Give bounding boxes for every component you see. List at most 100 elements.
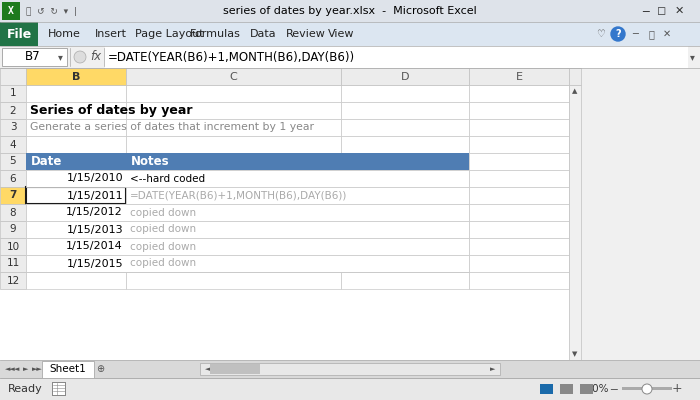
Bar	[26, 204, 126, 221]
Bar	[26, 187, 126, 204]
Bar	[0, 85, 26, 102]
Text: View: View	[328, 29, 354, 39]
Text: ✕: ✕	[663, 29, 671, 39]
Text: +: +	[672, 382, 682, 396]
Text: ◻: ◻	[657, 6, 666, 16]
Text: Date: Date	[31, 155, 62, 168]
Bar	[341, 102, 469, 119]
Bar	[341, 187, 469, 204]
Bar	[0, 360, 700, 378]
Bar	[26, 153, 126, 170]
Bar	[0, 255, 26, 272]
Bar	[469, 170, 569, 187]
Text: ►: ►	[489, 366, 495, 372]
Text: E: E	[515, 72, 522, 82]
Bar	[341, 170, 469, 187]
Text: X: X	[8, 6, 14, 16]
Bar	[126, 68, 341, 85]
Bar	[469, 153, 569, 170]
Text: <--hard coded: <--hard coded	[130, 174, 205, 184]
Bar	[26, 238, 126, 255]
Bar	[26, 221, 126, 238]
Text: Formulas: Formulas	[190, 29, 241, 39]
Text: C: C	[230, 72, 237, 82]
Text: 4: 4	[10, 140, 16, 150]
Bar	[26, 255, 469, 272]
Text: Series of dates by year: Series of dates by year	[30, 104, 193, 117]
Text: Data: Data	[250, 29, 276, 39]
Bar	[0, 68, 26, 85]
Bar	[0, 46, 700, 68]
Text: 11: 11	[6, 258, 20, 268]
Bar	[341, 238, 469, 255]
Text: ▾: ▾	[690, 52, 694, 62]
Bar	[126, 187, 469, 204]
Bar	[126, 102, 341, 119]
Text: 7: 7	[9, 190, 17, 200]
Bar	[53, 383, 65, 395]
Text: 1: 1	[10, 88, 16, 98]
Text: 100%: 100%	[580, 384, 610, 394]
Text: 3: 3	[10, 122, 16, 132]
Bar	[0, 170, 26, 187]
Bar	[0, 22, 38, 46]
Bar	[126, 204, 341, 221]
Bar	[469, 119, 569, 136]
Bar	[126, 119, 341, 136]
Text: ♡: ♡	[596, 29, 604, 39]
Bar	[52, 382, 66, 396]
Text: series of dates by year.xlsx  -  Microsoft Excel: series of dates by year.xlsx - Microsoft…	[223, 6, 477, 16]
Text: Notes: Notes	[131, 155, 169, 168]
Text: =DATE(YEAR(B6)+1,MONTH(B6),DAY(B6)): =DATE(YEAR(B6)+1,MONTH(B6),DAY(B6))	[108, 50, 355, 64]
Text: 2: 2	[10, 106, 16, 116]
Bar	[126, 85, 341, 102]
Text: D: D	[400, 72, 410, 82]
Bar	[126, 238, 341, 255]
Text: ─: ─	[642, 6, 648, 16]
Text: ◄: ◄	[14, 366, 20, 372]
Text: Review: Review	[286, 29, 326, 39]
Bar	[26, 119, 126, 136]
Bar	[126, 153, 341, 170]
Circle shape	[74, 51, 86, 63]
Bar	[0, 22, 700, 46]
Text: =DATE(YEAR(B6)+1,MONTH(B6),DAY(B6)): =DATE(YEAR(B6)+1,MONTH(B6),DAY(B6))	[130, 190, 347, 200]
Bar	[560, 384, 573, 394]
Text: fx: fx	[90, 50, 101, 64]
Text: ►: ►	[23, 366, 29, 372]
Text: Generate a series of dates that increment by 1 year: Generate a series of dates that incremen…	[30, 122, 314, 132]
Bar	[469, 68, 569, 85]
Bar	[0, 153, 26, 170]
Text: 9: 9	[10, 224, 16, 234]
Text: 1/15/2013: 1/15/2013	[66, 224, 123, 234]
Bar	[2, 2, 20, 20]
Text: ✕: ✕	[674, 6, 684, 16]
Text: ▼: ▼	[573, 351, 577, 357]
Bar	[341, 153, 469, 170]
Text: 1/15/2010: 1/15/2010	[66, 174, 123, 184]
Bar	[0, 119, 26, 136]
Bar	[0, 0, 700, 22]
Bar	[26, 136, 126, 153]
Text: copied down: copied down	[130, 242, 196, 252]
Text: 1/15/2012: 1/15/2012	[66, 208, 123, 218]
Bar	[26, 85, 126, 102]
Text: 8: 8	[10, 208, 16, 218]
Text: 1/15/2015: 1/15/2015	[66, 258, 123, 268]
Text: ─: ─	[632, 29, 638, 39]
Bar	[622, 387, 672, 390]
Bar	[469, 204, 569, 221]
Text: 10: 10	[6, 242, 20, 252]
Bar	[26, 238, 469, 255]
Bar	[0, 204, 26, 221]
Bar	[26, 102, 126, 119]
Bar	[126, 272, 341, 289]
Bar	[126, 221, 341, 238]
Text: 12: 12	[6, 276, 20, 286]
Text: 6: 6	[10, 174, 16, 184]
Text: B: B	[72, 72, 80, 82]
Bar	[469, 272, 569, 289]
Bar	[341, 204, 469, 221]
Text: Home: Home	[48, 29, 81, 39]
Bar	[341, 221, 469, 238]
